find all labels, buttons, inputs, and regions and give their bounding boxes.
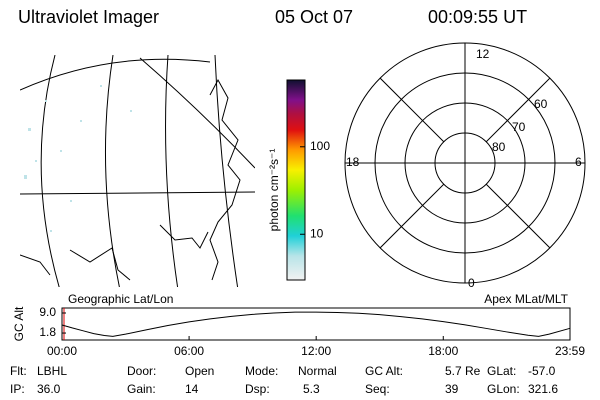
status-label: Mode: — [245, 364, 278, 378]
status-label: Seq: — [365, 382, 390, 396]
status-value: 39 — [445, 382, 459, 396]
status-label: IP: — [10, 382, 25, 396]
mlt-label: 18 — [346, 155, 360, 169]
status-value: 321.6 — [528, 382, 558, 396]
x-tick-label: 12:00 — [301, 344, 331, 358]
status-label: GLat: — [487, 364, 516, 378]
x-tick-label: 23:59 — [555, 344, 585, 358]
status-label: GLon: — [487, 382, 520, 396]
time: 00:09:55 UT — [428, 7, 527, 27]
colorbar-tick-label: 10 — [310, 226, 324, 240]
lat-label: 80 — [492, 140, 506, 154]
status-value: 14 — [185, 382, 199, 396]
x-tick-label: 06:00 — [174, 344, 204, 358]
title: Ultraviolet Imager — [18, 7, 159, 27]
y-tick-label: 9.0 — [39, 305, 56, 319]
mlt-label: 0 — [468, 276, 475, 290]
polar-grid — [344, 42, 586, 284]
map — [20, 55, 255, 287]
status-value: Open — [185, 364, 214, 378]
x-tick-label: 00:00 — [47, 344, 77, 358]
status-label: Door: — [127, 364, 156, 378]
status-label: Flt: — [10, 364, 27, 378]
colorbar-label: photon cm⁻²s⁻¹ — [267, 149, 281, 232]
mlt-label: 12 — [476, 47, 490, 61]
colorbar-tick-label: 100 — [310, 139, 330, 153]
status-label: Gain: — [127, 382, 156, 396]
colorbar — [286, 79, 306, 281]
alt-ylabel: GC Alt — [12, 306, 26, 341]
status-value: Normal — [298, 364, 337, 378]
status-value: LBHL — [37, 364, 67, 378]
status-value: 36.0 — [37, 382, 61, 396]
alt-frame — [61, 307, 571, 341]
y-tick-label: 1.8 — [39, 325, 56, 339]
lat-label: 60 — [534, 97, 548, 111]
status-value: 5.7 Re — [445, 364, 481, 378]
status-value: 5.3 — [303, 382, 320, 396]
altitude-line — [61, 311, 571, 337]
date: 05 Oct 07 — [275, 7, 353, 27]
lat-label: 70 — [512, 120, 526, 134]
polar-label: Apex MLat/MLT — [484, 292, 568, 306]
status-label: GC Alt: — [365, 364, 403, 378]
x-tick-label: 18:00 — [428, 344, 458, 358]
map-label: Geographic Lat/Lon — [68, 292, 173, 306]
status-label: Dsp: — [245, 382, 270, 396]
mlt-label: 6 — [575, 155, 582, 169]
status-value: -57.0 — [528, 364, 556, 378]
